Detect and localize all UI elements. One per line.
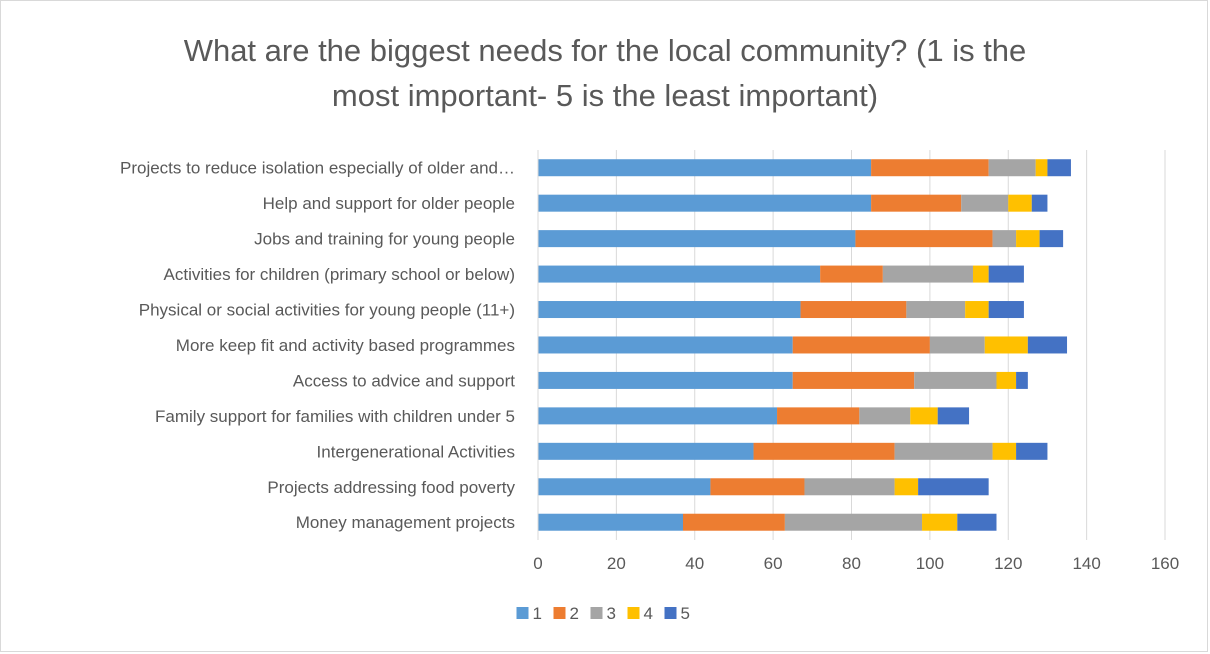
bar-segment [538,159,872,177]
bar-segment [538,301,801,319]
legend-swatch [553,607,566,619]
x-tick-label: 140 [1072,554,1100,573]
category-label: More keep fit and activity based program… [176,336,515,355]
legend-swatch [590,607,603,619]
bar-segment [922,513,958,531]
category-label: Help and support for older people [263,194,515,213]
bar-segment [538,513,683,531]
bar-segment [777,407,860,425]
bar-segment [1035,159,1048,177]
bar-segment [1016,442,1048,460]
chart-title: What are the biggest needs for the local… [183,33,1027,113]
legend-swatch [664,607,677,619]
bar-segment [804,478,895,496]
category-label: Activities for children (primary school … [164,265,515,284]
bar-segment [871,194,962,212]
x-tick-label: 0 [533,554,542,573]
x-tick-label: 20 [607,554,626,573]
bar-segment [800,301,907,319]
category-label: Projects addressing food poverty [267,478,515,497]
bar-segment [710,478,805,496]
bar-segment [992,442,1017,460]
legend-label: 5 [681,604,690,623]
bar-segment [894,478,919,496]
bar-segment [894,442,993,460]
bar-segment [882,265,973,283]
bar-segment [937,407,970,425]
bar-segment [538,407,778,425]
bar-segment [914,371,997,389]
legend-label: 1 [533,604,542,623]
category-label: Projects to reduce isolation especially … [120,159,515,178]
bar-segment [753,442,895,460]
bar-segment [538,194,872,212]
bar-segment [918,478,989,496]
bar-segment [1016,371,1028,389]
legend-swatch [516,607,529,619]
legend-label: 4 [644,604,653,623]
x-tick-label: 80 [842,554,861,573]
bar-segment [538,230,856,248]
bar-segment [906,301,966,319]
category-label: Money management projects [296,513,515,532]
bar-segment [996,371,1017,389]
bar-segment [961,194,1009,212]
bar-segment [929,336,985,354]
bar-segment [682,513,785,531]
bar-segment [1039,230,1064,248]
bar-segment [1047,159,1071,177]
bar-segment [984,336,1028,354]
category-label: Physical or social activities for young … [139,301,515,320]
bar-segment [957,513,997,531]
bar-segment [855,230,993,248]
bar-segment [992,230,1017,248]
bar-segment [988,301,1024,319]
legend-label: 3 [607,604,616,623]
bar-segment [538,265,821,283]
legend-swatch [627,607,640,619]
bar-segment [820,265,883,283]
category-label: Jobs and training for young people [254,230,515,249]
x-tick-label: 100 [916,554,944,573]
bar-segment [910,407,938,425]
category-label: Access to advice and support [293,371,515,390]
category-label: Intergenerational Activities [317,442,515,461]
bar-segment [538,478,711,496]
bar-segment [988,265,1024,283]
x-tick-label: 160 [1151,554,1179,573]
bar-segment [1027,336,1068,354]
x-tick-label: 120 [994,554,1022,573]
bar-segment [784,513,923,531]
legend-label: 2 [570,604,579,623]
bar-segment [988,159,1036,177]
bar-segment [1016,230,1040,248]
category-label: Family support for families with childre… [155,407,515,426]
bar-segment [965,301,989,319]
x-tick-label: 60 [764,554,783,573]
bar-segment [1031,194,1048,212]
bar-segment [792,336,930,354]
x-tick-label: 40 [685,554,704,573]
bar-segment [859,407,911,425]
bar-segment [871,159,989,177]
bar-segment [538,442,754,460]
bar-segment [792,371,915,389]
bar-segment [538,336,793,354]
bar-segment [972,265,989,283]
bar-segment [1008,194,1032,212]
bar-segment [538,371,793,389]
